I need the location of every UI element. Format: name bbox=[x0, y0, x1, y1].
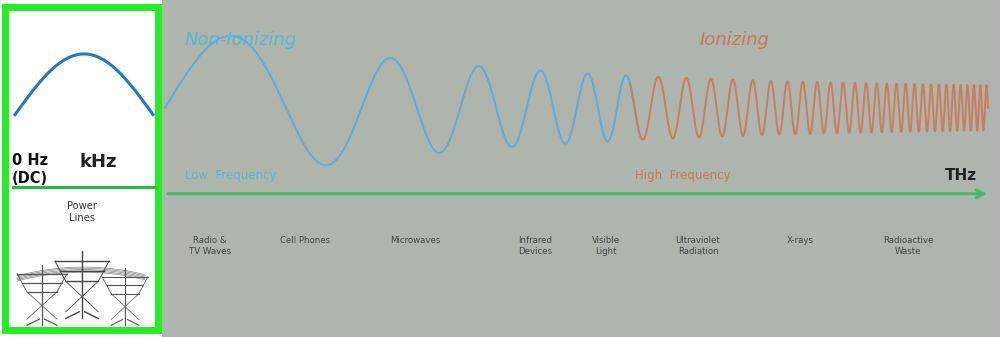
Text: X-rays: X-rays bbox=[786, 236, 814, 245]
Text: Cell Phones: Cell Phones bbox=[280, 236, 330, 245]
Text: 0 Hz
(DC): 0 Hz (DC) bbox=[12, 153, 48, 186]
Text: Infrared
Devices: Infrared Devices bbox=[518, 236, 552, 256]
Text: Non-Ionizing: Non-Ionizing bbox=[185, 31, 297, 50]
Text: Power
Lines: Power Lines bbox=[67, 201, 97, 223]
Text: Radioactive
Waste: Radioactive Waste bbox=[883, 236, 933, 256]
Text: Ionizing: Ionizing bbox=[700, 31, 770, 50]
Bar bbox=[162, 0, 1000, 337]
Text: Ultraviolet
Radiation: Ultraviolet Radiation bbox=[676, 236, 720, 256]
Text: kHz: kHz bbox=[79, 153, 117, 171]
Bar bbox=[5, 7, 158, 330]
Text: Visible
Light: Visible Light bbox=[592, 236, 620, 256]
Text: THz: THz bbox=[945, 168, 977, 183]
Text: Microwaves: Microwaves bbox=[390, 236, 440, 245]
Text: Low  Frequency: Low Frequency bbox=[185, 169, 276, 182]
Text: Radio &
TV Waves: Radio & TV Waves bbox=[189, 236, 231, 256]
Text: High  Frequency: High Frequency bbox=[635, 169, 730, 182]
